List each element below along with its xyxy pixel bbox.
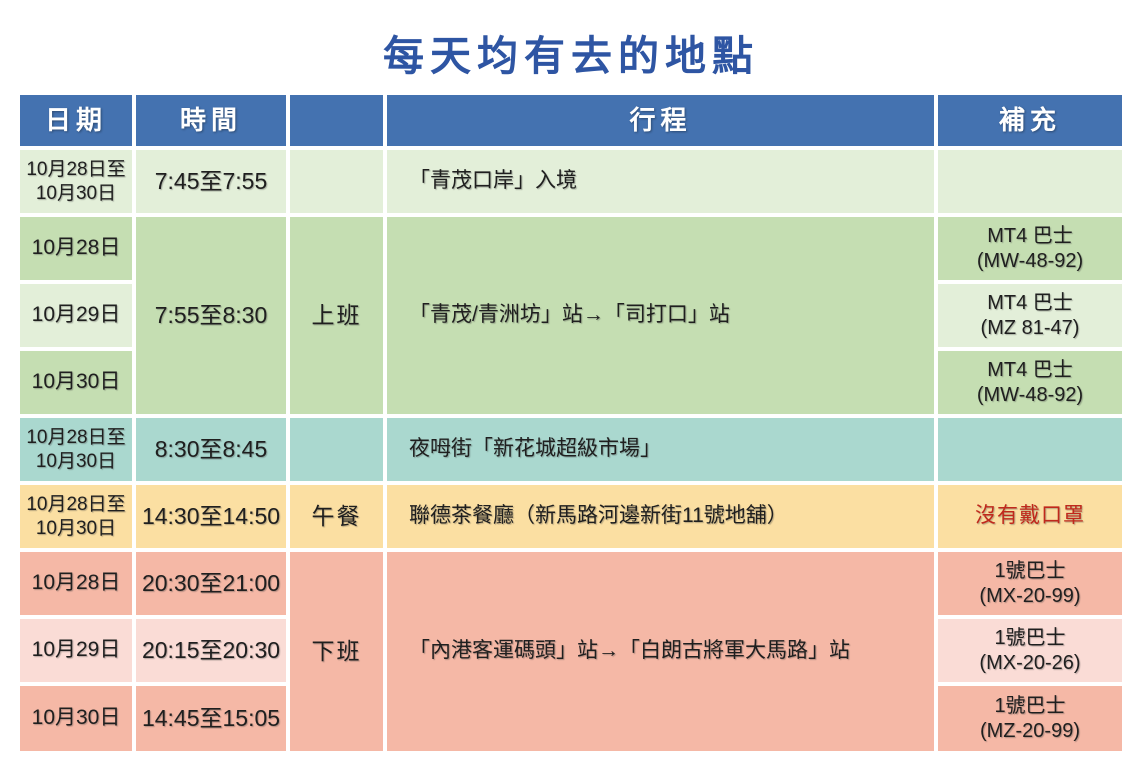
note-cell xyxy=(934,146,1124,217)
table-row: 10月29日 20:15至20:30 1號巴士 (MX-20-26) xyxy=(18,615,1124,686)
note-cell: 1號巴士 (MX-20-99) xyxy=(934,548,1124,619)
note-cell: 1號巴士 (MZ-20-99) xyxy=(934,682,1124,753)
activity-cell: 下班 xyxy=(286,548,387,753)
header-row: 日期 時間 行程 補充 xyxy=(18,93,1124,150)
activity-cell xyxy=(286,146,387,217)
note-cell: 1號巴士 (MX-20-26) xyxy=(934,615,1124,686)
date-cell: 10月28日至 10月30日 xyxy=(18,146,136,217)
date-cell: 10月30日 xyxy=(18,347,136,418)
table-row: 10月28日 7:55至8:30 上班 「青茂/青洲坊」站→「司打口」站 MT4… xyxy=(18,213,1124,418)
page-title: 每天均有去的地點 xyxy=(383,33,759,79)
header-time: 時間 xyxy=(132,93,290,150)
date-cell: 10月29日 xyxy=(18,615,136,686)
time-cell: 20:30至21:00 xyxy=(132,548,290,619)
time-cell: 7:45至7:55 xyxy=(132,146,290,217)
header-date: 日期 xyxy=(18,93,136,150)
activity-cell: 上班 xyxy=(286,213,387,418)
header-activity xyxy=(286,93,387,150)
trip-cell: 聯德茶餐廳（新馬路河邊新街11號地舖） xyxy=(383,481,938,552)
table-row: 10月28日至 10月30日 14:30至14:50 午餐 聯德茶餐廳（新馬路河… xyxy=(18,481,1124,552)
itinerary-table: 日期 時間 行程 補充 10月28日至 10月30日 7:45至7:55 「青茂… xyxy=(18,93,1124,753)
date-cell: 10月28日至 10月30日 xyxy=(18,414,136,485)
trip-cell: 「青茂/青洲坊」站→「司打口」站 xyxy=(383,213,938,418)
table-row: 10月28日至 10月30日 8:30至8:45 夜呣街「新花城超級市場」 xyxy=(18,414,1124,485)
trip-cell: 「青茂口岸」入境 xyxy=(383,146,938,217)
note-cell: MT4 巴士 (MW-48-92) xyxy=(934,213,1124,284)
header-notes: 補充 xyxy=(934,93,1124,150)
time-cell: 7:55至8:30 xyxy=(132,213,290,418)
table-row: 10月30日 14:45至15:05 1號巴士 (MZ-20-99) xyxy=(18,682,1124,753)
date-cell: 10月28日 xyxy=(18,213,136,284)
note-cell: MT4 巴士 (MW-48-92) xyxy=(934,347,1124,418)
note-cell: MT4 巴士 (MZ 81-47) xyxy=(934,280,1124,351)
trip-cell: 「內港客運碼頭」站→「白朗古將軍大馬路」站 xyxy=(383,548,938,753)
time-cell: 8:30至8:45 xyxy=(132,414,290,485)
activity-cell xyxy=(286,414,387,485)
time-cell: 14:45至15:05 xyxy=(132,682,290,753)
time-cell: 14:30至14:50 xyxy=(132,481,290,552)
time-cell: 20:15至20:30 xyxy=(132,615,290,686)
table-row: 10月29日 MT4 巴士 (MZ 81-47) xyxy=(18,280,1124,351)
note-cell xyxy=(934,414,1124,485)
date-cell: 10月28日至 10月30日 xyxy=(18,481,136,552)
date-cell: 10月29日 xyxy=(18,280,136,351)
date-cell: 10月30日 xyxy=(18,682,136,753)
activity-cell: 午餐 xyxy=(286,481,387,552)
table-row: 10月28日 20:30至21:00 下班 「內港客運碼頭」站→「白朗古將軍大馬… xyxy=(18,548,1124,753)
table-row: 10月28日至 10月30日 7:45至7:55 「青茂口岸」入境 xyxy=(18,146,1124,217)
trip-cell: 夜呣街「新花城超級市場」 xyxy=(383,414,938,485)
date-cell: 10月28日 xyxy=(18,548,136,619)
note-cell: 沒有戴口罩 xyxy=(934,481,1124,552)
header-trip: 行程 xyxy=(383,93,938,150)
table-row: 10月30日 MT4 巴士 (MW-48-92) xyxy=(18,347,1124,418)
